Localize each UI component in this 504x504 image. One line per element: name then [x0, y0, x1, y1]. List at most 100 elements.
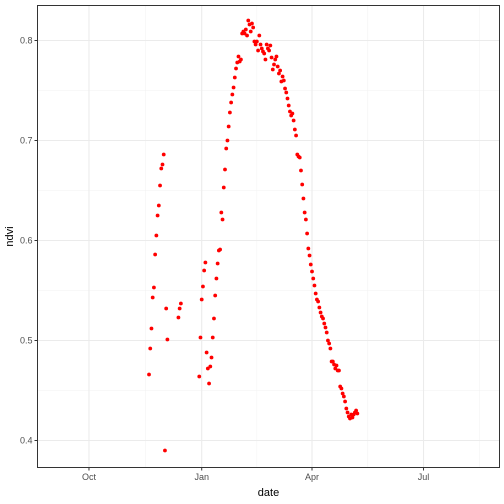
x-tick-label: Jan: [194, 472, 209, 482]
data-point: [178, 301, 183, 306]
data-point: [227, 110, 232, 115]
data-point: [316, 299, 321, 304]
data-point: [274, 54, 279, 59]
data-point: [306, 246, 311, 251]
y-tick-label: 0.4: [20, 436, 33, 446]
data-point: [322, 321, 327, 326]
data-point: [257, 33, 262, 38]
data-point: [250, 21, 254, 26]
data-point: [199, 297, 204, 302]
data-point: [159, 166, 164, 171]
data-point: [292, 127, 297, 132]
data-point: [176, 315, 181, 320]
y-tick-label: 0.5: [20, 336, 33, 346]
data-point: [341, 394, 346, 399]
data-point: [318, 310, 323, 315]
data-point: [313, 291, 318, 296]
data-point: [264, 42, 269, 47]
data-point: [291, 118, 296, 123]
y-axis-ticks: 0.4 0.5 0.6 0.7 0.8: [20, 36, 38, 446]
data-point: [284, 90, 289, 95]
data-point: [231, 85, 236, 90]
data-point: [156, 203, 161, 208]
data-point: [312, 283, 317, 288]
data-point: [213, 293, 218, 298]
data-point: [350, 415, 355, 420]
data-point: [197, 374, 202, 379]
data-point: [258, 42, 263, 47]
data-point: [302, 210, 307, 215]
data-point: [354, 408, 359, 413]
data-point: [307, 253, 312, 258]
data-point: [210, 335, 215, 340]
data-point: [324, 330, 329, 335]
data-point: [253, 42, 258, 47]
data-point: [317, 305, 322, 310]
data-point: [280, 74, 285, 79]
data-point: [299, 168, 303, 173]
data-point: [243, 27, 248, 32]
data-point: [321, 316, 325, 321]
data-point: [300, 182, 305, 187]
data-point: [160, 162, 165, 167]
data-point: [153, 252, 158, 257]
data-point: [163, 448, 167, 453]
data-point: [272, 62, 276, 67]
data-point: [246, 18, 251, 23]
grid: [37, 5, 500, 468]
data-point: [269, 55, 274, 60]
data-point: [215, 261, 220, 266]
data-point: [305, 231, 310, 236]
data-point: [161, 152, 166, 157]
data-point: [311, 276, 316, 281]
data-point: [212, 316, 216, 321]
data-point: [273, 57, 278, 62]
data-point: [234, 66, 238, 71]
data-point: [259, 46, 264, 51]
data-point: [239, 57, 243, 62]
data-point: [254, 39, 259, 44]
data-point: [310, 269, 314, 274]
data-point: [327, 341, 332, 346]
data-point: [201, 284, 205, 289]
data-point: [294, 133, 298, 138]
data-point: [256, 48, 260, 53]
data-point: [308, 262, 313, 267]
data-point: [339, 386, 344, 391]
data-point: [290, 111, 295, 116]
data-point: [158, 183, 162, 188]
data-point: [230, 92, 235, 97]
data-point: [281, 78, 286, 83]
data-point: [286, 103, 291, 108]
data-point: [147, 372, 151, 377]
data-point: [226, 124, 231, 129]
data-point: [344, 406, 349, 411]
data-point: [345, 410, 350, 415]
x-axis-ticks: Oct Jan Apr Jul: [82, 467, 430, 482]
data-point: [220, 217, 225, 222]
data-point: [214, 276, 219, 281]
data-point: [297, 155, 302, 160]
plot-panel-border: [37, 5, 500, 468]
data-point: [343, 399, 347, 404]
data-point: [148, 346, 153, 351]
data-point: [263, 57, 268, 62]
data-point: [270, 67, 275, 72]
data-point: [330, 359, 335, 364]
data-point: [334, 363, 339, 368]
data-point: [337, 368, 341, 373]
x-axis-title: date: [258, 487, 279, 499]
x-tick-label: Jul: [418, 472, 430, 482]
y-tick-label: 0.7: [20, 136, 33, 146]
x-tick-label: Oct: [82, 472, 97, 482]
data-point: [165, 337, 170, 342]
data-point: [177, 306, 182, 311]
data-point: [236, 54, 241, 59]
data-point: [164, 306, 169, 311]
data-point: [229, 100, 234, 105]
data-point: [149, 326, 154, 331]
data-point: [303, 217, 308, 222]
data-point: [208, 364, 213, 369]
y-tick-label: 0.8: [20, 36, 33, 46]
